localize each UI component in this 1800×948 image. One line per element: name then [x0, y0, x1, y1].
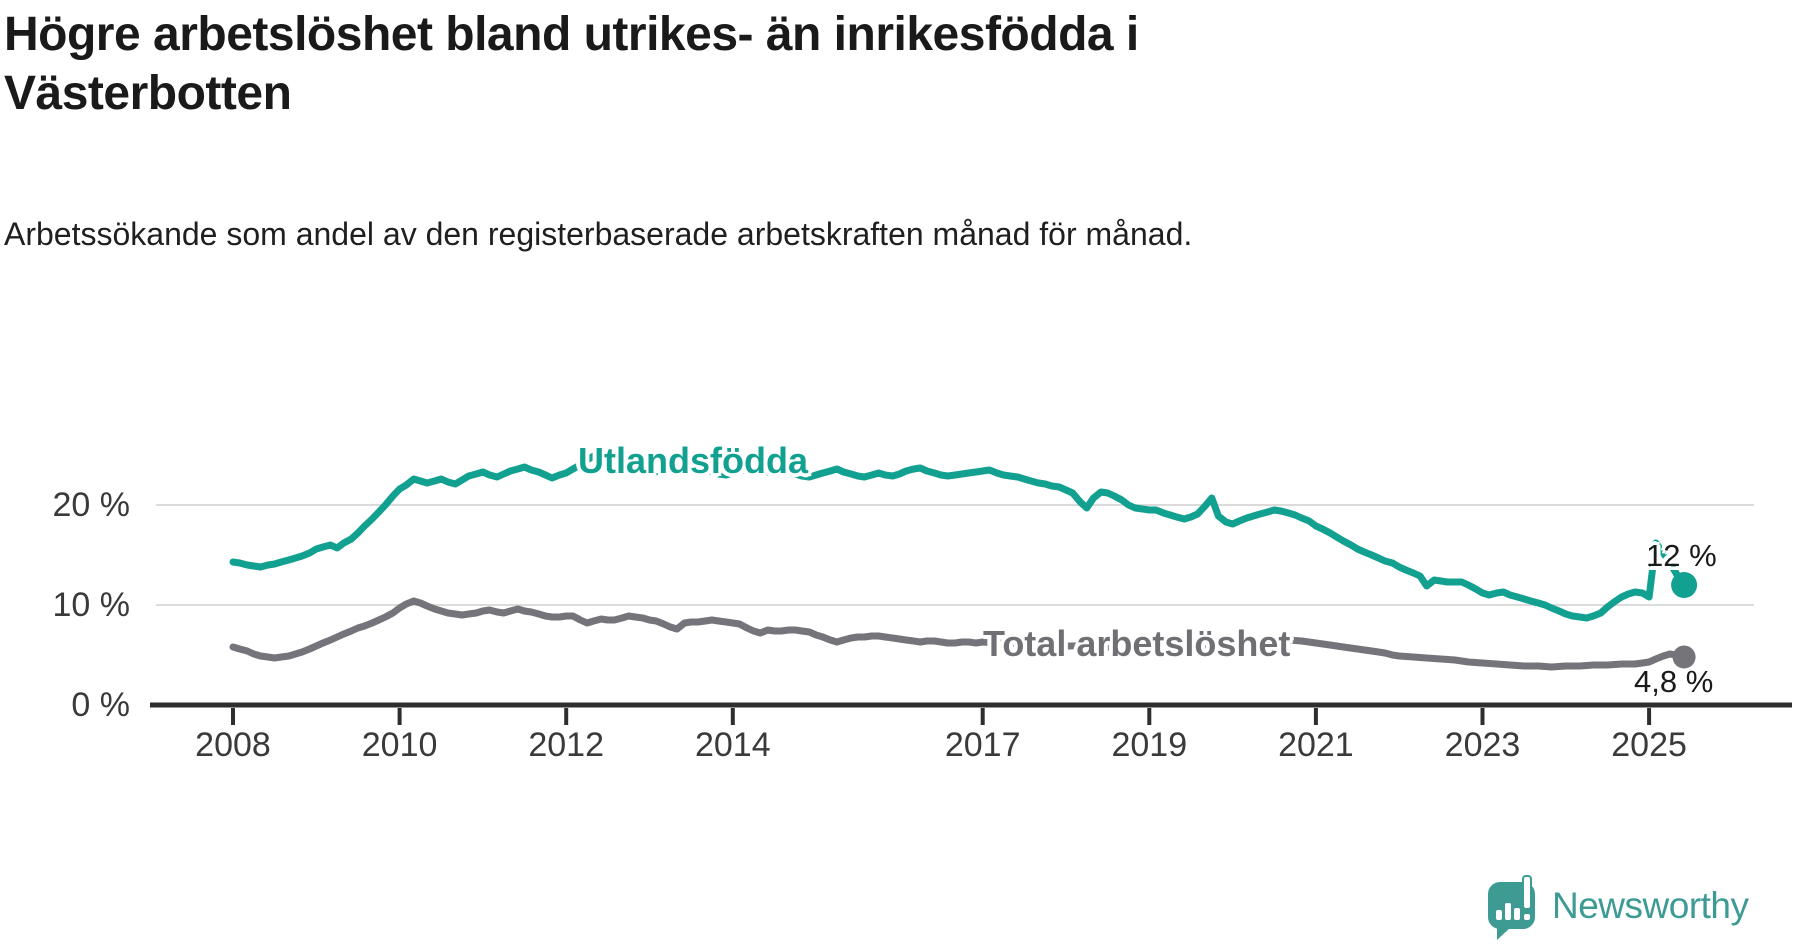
x-axis-tick-label: 2021 — [1278, 726, 1354, 764]
series-label-total-arbetsloshet: Total arbetslöshet — [983, 623, 1291, 664]
newsworthy-speech-bubble-barchart-icon — [1488, 875, 1535, 940]
page-subtitle: Arbetssökande som andel av den registerb… — [4, 216, 1193, 252]
series-line-total-arbetsloshet — [229, 597, 1688, 671]
exclamation-icon — [1522, 875, 1532, 910]
x-axis-tick-label: 2017 — [944, 726, 1021, 764]
y-axis-tick-label: 0 % — [71, 686, 130, 724]
series-end-dot-total-arbetsloshet — [1672, 645, 1696, 669]
exclamation-icon-dot — [1524, 914, 1530, 920]
y-axis-tick-label: 10 % — [52, 586, 131, 624]
newsworthy-logo-text: Newsworthy — [1552, 884, 1749, 926]
x-axis-tick-label: 2012 — [528, 726, 604, 764]
speech-bubble-tail — [1497, 927, 1511, 940]
end-value-label-total-arbetsloshet: 4,8 % — [1634, 664, 1714, 699]
x-axis-tick-label: 2025 — [1611, 726, 1687, 764]
x-axis-tick-label: 2023 — [1444, 726, 1521, 764]
y-axis-tick-label: 20 % — [52, 486, 131, 524]
x-axis-tick-label: 2010 — [361, 726, 438, 764]
x-axis-tick-label: 2008 — [195, 726, 271, 764]
series-end-dot-utlandsfodda — [1671, 572, 1698, 598]
newsworthy-logo: Newsworthy — [1488, 875, 1749, 940]
x-axis-tick-label: 2019 — [1111, 726, 1188, 764]
end-value-label-utlandsfodda: 12 % — [1646, 538, 1717, 573]
bar-chart-icon-bar — [1514, 908, 1520, 920]
series-line-utlandsfodda — [229, 449, 1688, 622]
x-axis-tick-label: 2014 — [694, 726, 771, 764]
series-label-utlandsfodda: Utlandsfödda — [578, 440, 808, 481]
bar-chart-icon-bar — [1496, 910, 1502, 920]
page-title: Högre arbetslöshet bland utrikes- än inr… — [4, 8, 1139, 120]
bar-chart-icon-bar — [1505, 903, 1511, 920]
